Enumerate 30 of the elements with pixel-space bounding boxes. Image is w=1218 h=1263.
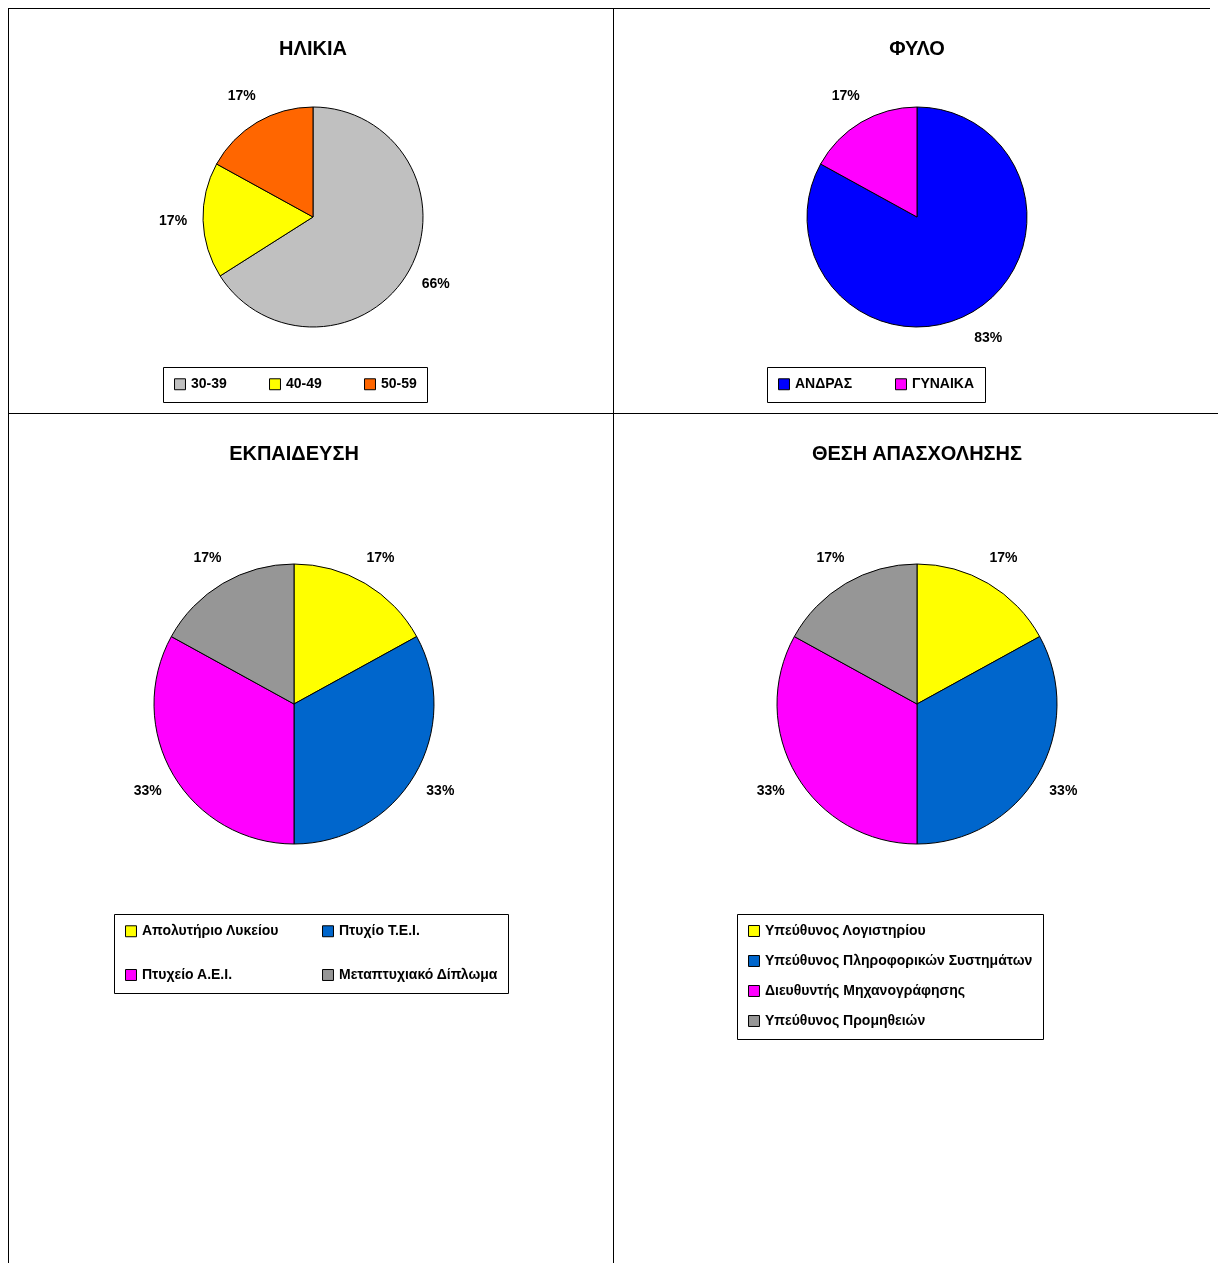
- legend-label: 50-59: [381, 375, 418, 392]
- data-label: 33%: [1048, 781, 1078, 798]
- chart-title: ΘΕΣΗ ΑΠΑΣΧΟΛΗΣΗΣ: [811, 442, 1022, 464]
- data-label: 33%: [133, 781, 163, 798]
- legend-label: Μεταπτυχιακό Δίπλωμα: [339, 966, 498, 982]
- legend-label: Διευθυντής Μηχανογράφησης: [764, 982, 965, 998]
- data-label: 17%: [831, 87, 860, 104]
- data-label: 17%: [227, 87, 257, 104]
- legend-label: ΑΝΔΡΑΣ: [794, 375, 852, 392]
- legend-label: Απολυτήριο Λυκείου: [142, 922, 279, 939]
- chart-title: ΦΥΛΟ: [888, 37, 945, 60]
- legend-label: ΓΥΝΑΙΚΑ: [911, 375, 974, 392]
- chart-title: ΗΛΙΚΙΑ: [279, 37, 347, 60]
- data-label: 66%: [421, 275, 451, 292]
- chart-title: ΕΚΠΑΙΔΕΥΣΗ: [229, 442, 359, 464]
- legend-label: Υπεύθυνος Λογιστηρίου: [764, 922, 926, 938]
- data-label: 83%: [973, 328, 1003, 345]
- data-label: 33%: [426, 781, 455, 798]
- data-label: 17%: [989, 548, 1018, 565]
- legend-label: Υπεύθυνος Προμηθειών: [764, 1012, 925, 1028]
- legend-label: Πτυχείο Α.Ε.Ι.: [142, 966, 233, 982]
- legend-label: Πτυχίο Τ.Ε.Ι.: [339, 922, 420, 939]
- data-label: 33%: [756, 781, 785, 798]
- data-label: 17%: [815, 548, 845, 565]
- legend-label: 40-49: [286, 375, 323, 392]
- data-label: 17%: [366, 548, 396, 565]
- legend-label: 30-39: [191, 375, 228, 392]
- data-label: 17%: [159, 212, 188, 229]
- legend-label: Υπεύθυνος Πληροφορικών Συστημάτων: [764, 952, 1032, 968]
- data-label: 17%: [193, 548, 223, 565]
